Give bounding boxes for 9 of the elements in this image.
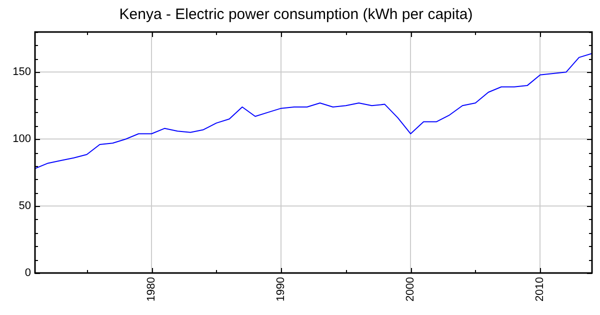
chart-title: Kenya - Electric power consumption (kWh per capita) bbox=[119, 6, 473, 24]
x-tick-label: 2010 bbox=[534, 277, 546, 302]
y-tick-label: 50 bbox=[18, 200, 31, 212]
x-tick-label: 2000 bbox=[404, 277, 417, 302]
y-tick-label: 150 bbox=[12, 66, 31, 78]
x-tick-label: 1980 bbox=[146, 277, 158, 302]
y-tick-label: 0 bbox=[24, 267, 31, 280]
x-tick-label: 1990 bbox=[275, 277, 288, 302]
y-tick-label: 100 bbox=[12, 133, 31, 146]
